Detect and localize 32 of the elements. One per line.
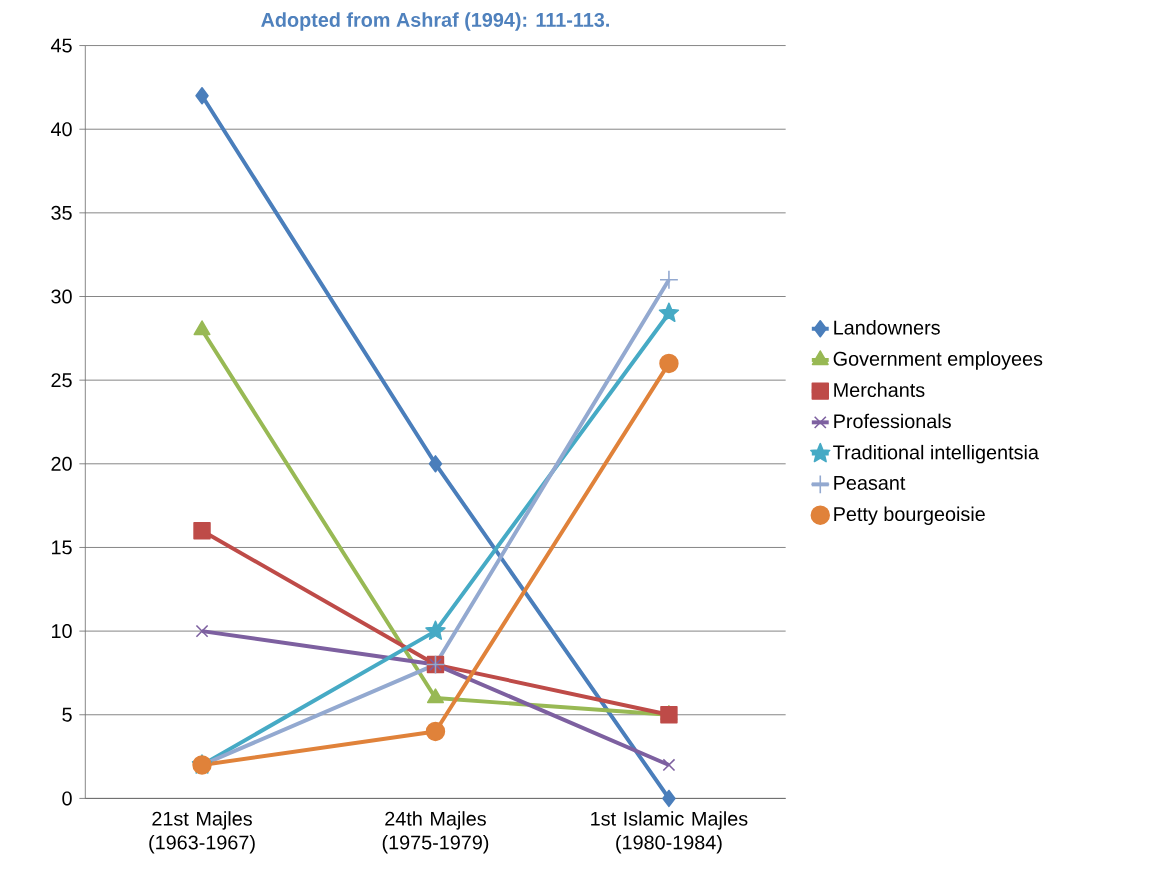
y-tick-label: 15 — [52, 540, 72, 555]
point — [425, 722, 446, 742]
x-tick-label: 1st Islamic Majles (1980-1984) — [591, 811, 748, 854]
legend-label: Merchants — [834, 382, 925, 398]
y-tick-label: 25 — [51, 373, 72, 388]
chart-title: Adopted from Ashraf (1994): 111-113. — [261, 12, 609, 32]
point — [662, 758, 676, 772]
point — [428, 455, 443, 473]
point — [662, 789, 676, 808]
point — [659, 353, 679, 374]
point — [658, 302, 680, 323]
point — [195, 624, 209, 638]
x-tick-label: 24th Majles (1975-1979) — [382, 811, 489, 854]
y-tick-label: 0 — [62, 791, 72, 806]
legend-label: Landowners — [834, 320, 940, 335]
y-tick-label: 20 — [51, 457, 72, 472]
legend-label: Petty bourgeoisie — [834, 506, 985, 526]
point — [195, 87, 209, 105]
y-tick-label: 40 — [50, 122, 72, 137]
y-tick-label: 45 — [50, 38, 72, 53]
legend-label: Government employees — [833, 351, 1043, 370]
point — [659, 270, 679, 290]
legend-label: Traditional intelligentsia — [833, 445, 1039, 464]
legend-label: Professionals — [834, 413, 951, 429]
x-tick-label: 21st Majles (1963-1967) — [149, 811, 255, 854]
point — [193, 522, 211, 540]
y-tick-label: 5 — [62, 708, 72, 722]
point — [425, 620, 446, 641]
y-tick-label: 30 — [51, 289, 72, 304]
y-tick-label: 35 — [51, 206, 72, 221]
y-tick-label: 10 — [52, 624, 72, 639]
legend-label: Peasant — [834, 476, 906, 491]
